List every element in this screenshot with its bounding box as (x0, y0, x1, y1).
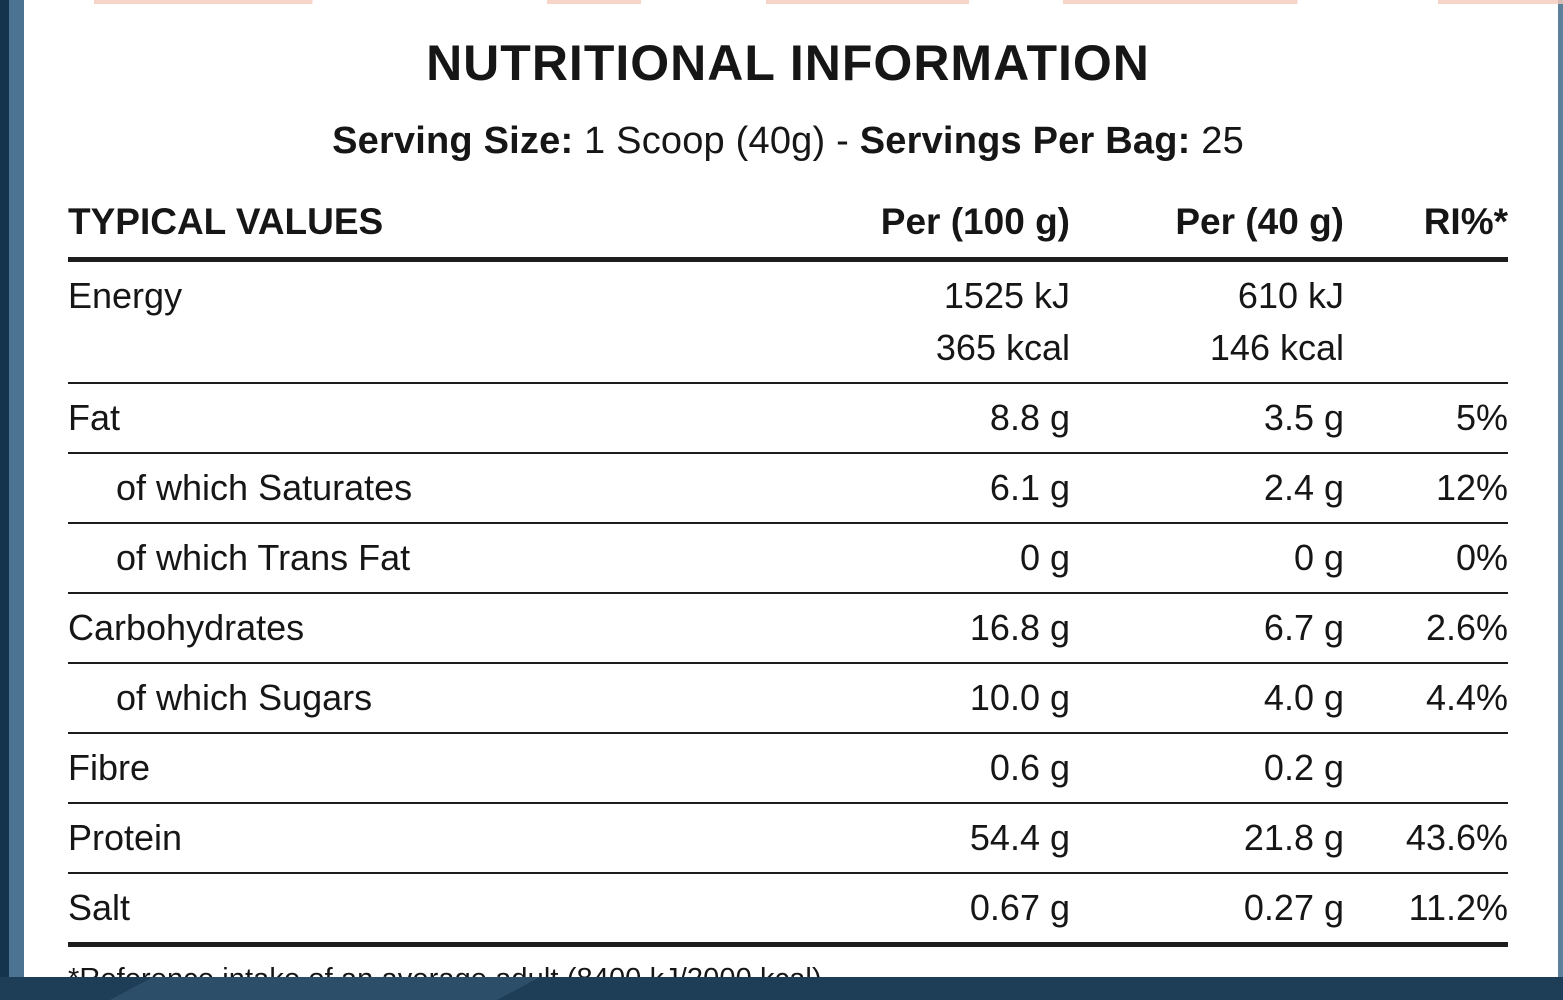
nutrient-label: Energy (68, 275, 183, 316)
per-40g-value: 610 kJ (1237, 275, 1344, 316)
left-border-light-strip (9, 0, 24, 1000)
per-100g-value: 8.8 g (770, 383, 1070, 454)
table-row: Carbohydrates 16.8 g 6.7 g 2.6% (68, 593, 1508, 664)
nutrition-table: TYPICAL VALUES Per (100 g) Per (40 g) RI… (68, 201, 1508, 947)
right-border-strip (1558, 0, 1563, 1000)
nutrient-label: Fat (68, 383, 770, 454)
per-100g-value: 0.6 g (770, 733, 1070, 804)
page-title: NUTRITIONAL INFORMATION (426, 35, 1150, 91)
per-40g-value: 6.7 g (1070, 593, 1344, 664)
per-100g-value: 6.1 g (770, 453, 1070, 524)
ri-percent-value (1344, 260, 1508, 322)
left-border-dark-strip (0, 0, 9, 1000)
table-row: of which Saturates 6.1 g 2.4 g 12% (68, 453, 1508, 524)
nutrition-label-card: NUTRITIONAL INFORMATION Serving Size: 1 … (68, 0, 1508, 996)
nutrient-label: of which Saturates (68, 453, 770, 524)
ri-percent-value: 0% (1344, 523, 1508, 594)
per-40g-value: 146 kcal (1070, 321, 1344, 384)
per-100g-value: 0.67 g (770, 873, 1070, 947)
table-body: Energy 1525 kJ 610 kJ 365 kcal 146 kcal Fat 8.… (68, 260, 1508, 947)
table-header-row: TYPICAL VALUES Per (100 g) Per (40 g) RI… (68, 201, 1508, 262)
per-40g-value: 3.5 g (1070, 383, 1344, 454)
per-40g-value: 0 g (1070, 523, 1344, 594)
per-40g-value: 2.4 g (1070, 453, 1344, 524)
ri-percent-value: 43.6% (1344, 803, 1508, 874)
ri-percent-value: 4.4% (1344, 663, 1508, 734)
serving-line-value: 1 Scoop (40g) - (573, 120, 860, 162)
nutrient-label: Protein (68, 803, 770, 874)
per-40g-value: 0.2 g (1070, 733, 1344, 804)
nutrient-label: of which Trans Fat (68, 523, 770, 594)
column-header-per-100g: Per (100 g) (770, 201, 1070, 262)
serving-line-label: Servings Per Bag: (859, 120, 1191, 162)
ri-percent-value: 11.2% (1344, 873, 1508, 947)
per-40g-value: 0.27 g (1070, 873, 1344, 947)
table-row: of which Sugars 10.0 g 4.0 g 4.4% (68, 663, 1508, 734)
per-40g-value: 4.0 g (1070, 663, 1344, 734)
table-row: Fat 8.8 g 3.5 g 5% (68, 383, 1508, 454)
bottom-background-strip (0, 977, 1563, 1000)
per-100g-value: 1525 kJ (943, 275, 1070, 316)
ri-percent-value: 12% (1344, 453, 1508, 524)
table-row: Energy 1525 kJ 610 kJ (68, 260, 1508, 322)
top-accent-strip (0, 0, 1563, 4)
serving-line-label: Serving Size: (332, 120, 574, 162)
column-header-typical-values: TYPICAL VALUES (68, 201, 770, 262)
per-100g-value: 54.4 g (770, 803, 1070, 874)
per-100g-value: 10.0 g (770, 663, 1070, 734)
nutrient-label: of which Sugars (68, 663, 770, 734)
table-row: 365 kcal 146 kcal (68, 321, 1508, 384)
serving-size-line: Serving Size: 1 Scoop (40g) - Servings P… (68, 120, 1508, 163)
ri-percent-value (1344, 733, 1508, 804)
bottom-background-accent-shape (110, 977, 540, 1000)
nutrient-label: Carbohydrates (68, 593, 770, 664)
per-100g-value: 16.8 g (770, 593, 1070, 664)
column-header-ri-percent: RI%* (1344, 201, 1508, 262)
table-row: Protein 54.4 g 21.8 g 43.6% (68, 803, 1508, 874)
ri-percent-value: 5% (1344, 383, 1508, 454)
table-row: Salt 0.67 g 0.27 g 11.2% (68, 873, 1508, 947)
table-header: TYPICAL VALUES Per (100 g) Per (40 g) RI… (68, 201, 1508, 262)
serving-line-value: 25 (1190, 120, 1244, 162)
nutrient-label: Fibre (68, 733, 770, 804)
nutrient-label: Salt (68, 873, 770, 947)
ri-percent-value: 2.6% (1344, 593, 1508, 664)
per-100g-value: 365 kcal (770, 321, 1070, 384)
table-row: Fibre 0.6 g 0.2 g (68, 733, 1508, 804)
column-header-per-40g: Per (40 g) (1070, 201, 1344, 262)
per-40g-value: 21.8 g (1070, 803, 1344, 874)
nutrient-label (68, 321, 770, 384)
per-100g-value: 0 g (770, 523, 1070, 594)
ri-percent-value (1344, 321, 1508, 384)
